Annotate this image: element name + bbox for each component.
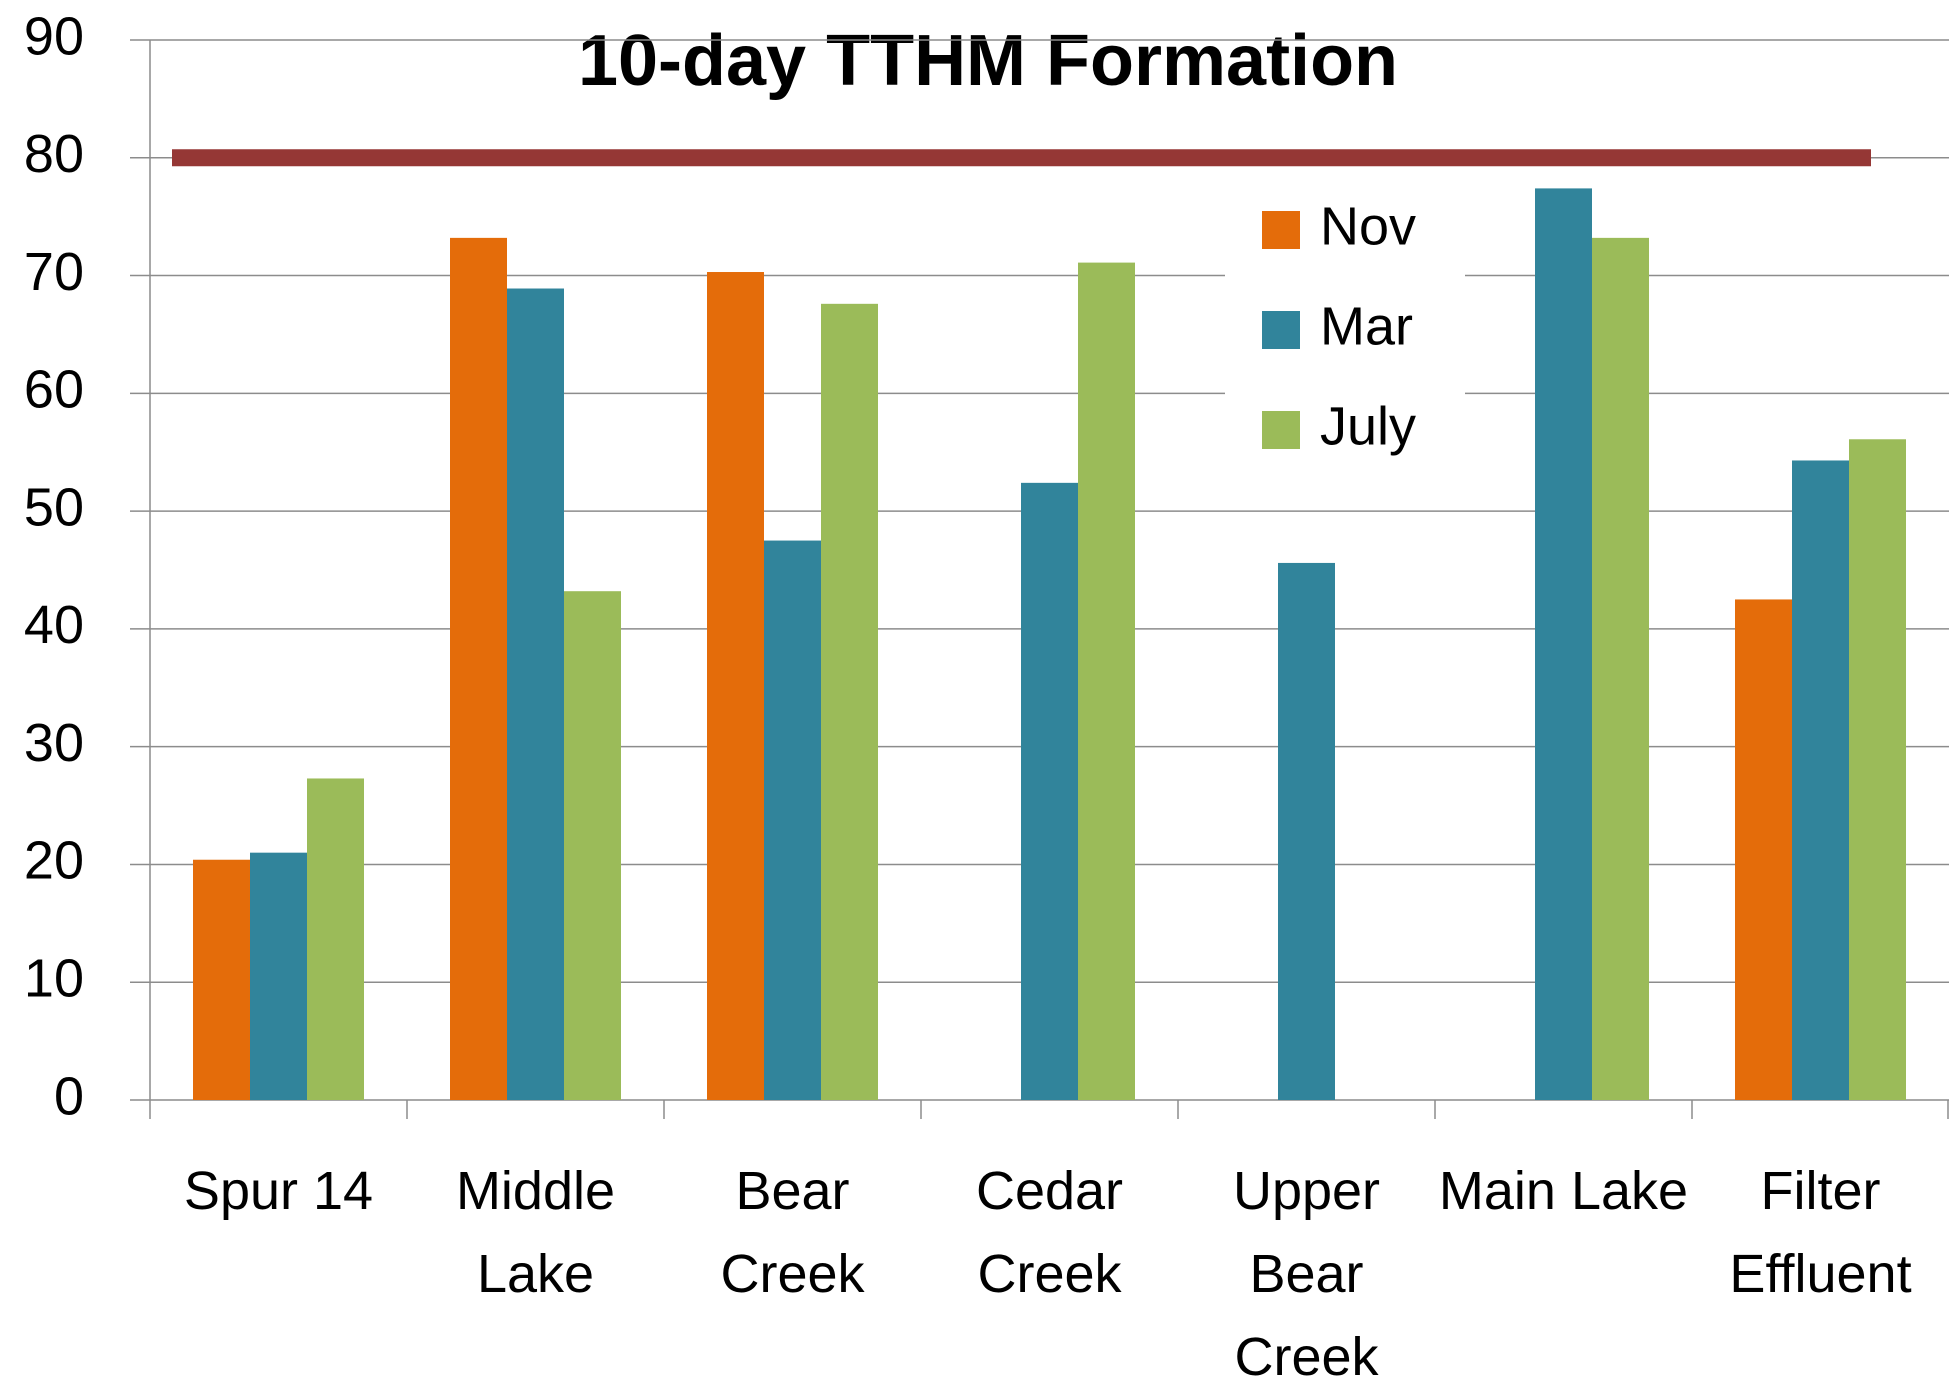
bar <box>1078 262 1135 1101</box>
x-tick-label: Middle Lake <box>455 1161 616 1304</box>
y-tick-label: 90 <box>24 6 84 66</box>
bar <box>1735 599 1792 1100</box>
x-tick-label: Spur 14 <box>183 1161 374 1221</box>
legend-label: Mar <box>1320 296 1413 356</box>
y-tick-label: 60 <box>24 360 84 420</box>
bar <box>250 852 307 1100</box>
y-tick-label: 20 <box>24 831 84 891</box>
bar <box>564 591 621 1100</box>
y-tick-label: 80 <box>24 124 84 184</box>
bar <box>450 237 507 1100</box>
bar <box>764 540 821 1100</box>
x-tick-label: Upper Bear Creek <box>1232 1161 1381 1387</box>
x-tick-label: Main Lake <box>1438 1161 1689 1221</box>
bar <box>193 859 250 1100</box>
x-tick-label: Cedar Creek <box>975 1161 1124 1304</box>
bar <box>1592 237 1649 1100</box>
y-tick-label: 10 <box>24 948 84 1008</box>
bar <box>307 778 364 1100</box>
x-tick-label: Filter Effluent <box>1729 1161 1912 1304</box>
legend-swatch <box>1262 411 1300 449</box>
bar <box>1849 439 1906 1100</box>
bar <box>707 272 764 1100</box>
chart-title: 10-day TTHM Formation <box>578 21 1398 101</box>
bar <box>821 303 878 1100</box>
legend-label: July <box>1320 396 1416 456</box>
y-tick-label: 30 <box>24 713 84 773</box>
bar <box>1792 460 1849 1100</box>
legend-swatch <box>1262 211 1300 249</box>
bar <box>1278 562 1335 1100</box>
bar <box>507 288 564 1100</box>
bar <box>1535 188 1592 1100</box>
legend-swatch <box>1262 311 1300 349</box>
bar <box>1021 482 1078 1100</box>
y-tick-label: 0 <box>54 1066 84 1126</box>
x-tick-label: Bear Creek <box>720 1161 865 1304</box>
y-tick-label: 70 <box>24 242 84 302</box>
y-tick-label: 40 <box>24 595 84 655</box>
legend-label: Nov <box>1320 196 1416 256</box>
y-tick-label: 50 <box>24 477 84 537</box>
